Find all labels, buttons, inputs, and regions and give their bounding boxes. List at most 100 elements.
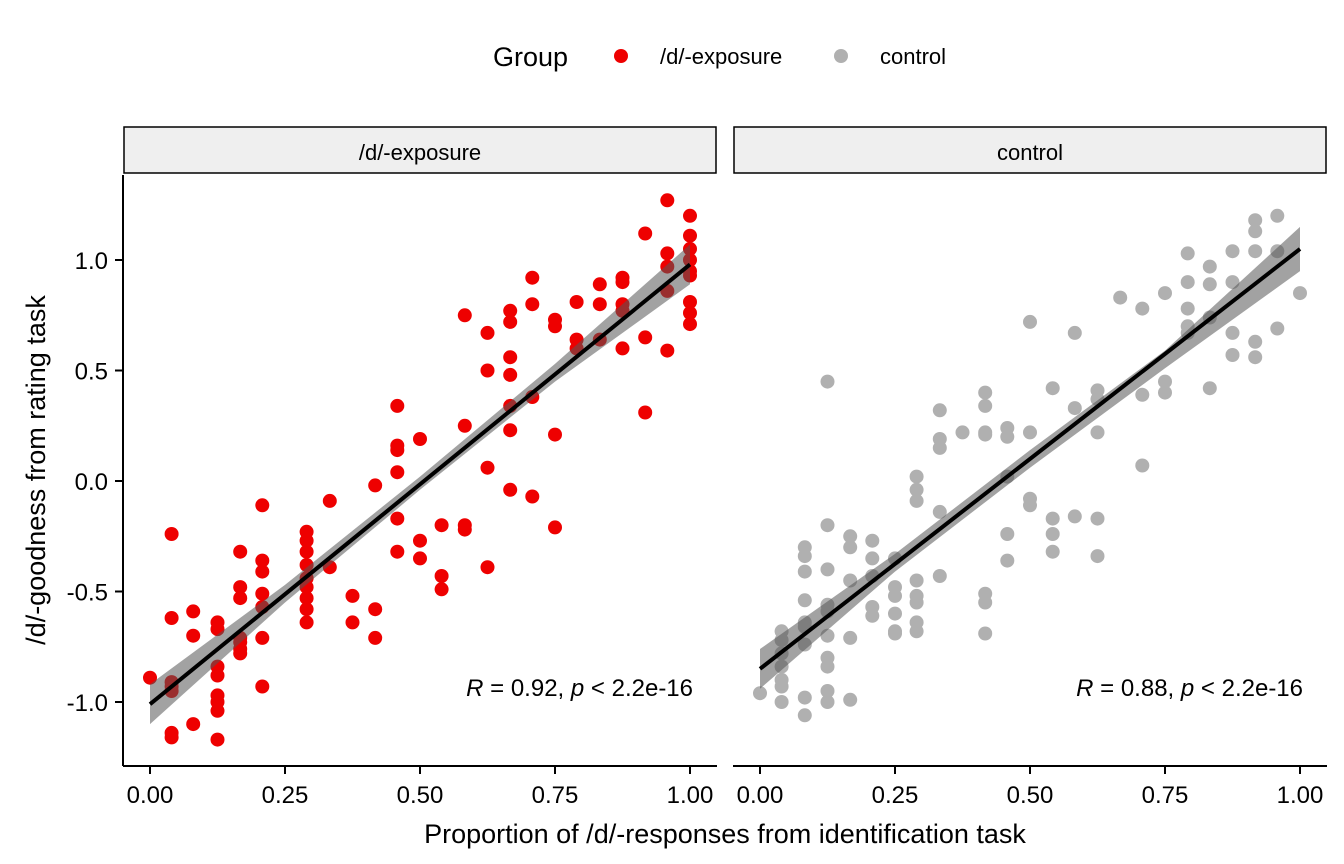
data-point — [164, 527, 179, 541]
data-point — [368, 630, 383, 645]
data-point — [1045, 381, 1060, 396]
x-axis-control: 0.00 0.25 0.50 0.75 1.00 — [733, 765, 1327, 809]
x-tick-label: 0.25 — [262, 782, 309, 809]
data-point — [843, 692, 858, 707]
data-point — [299, 602, 314, 617]
data-point — [683, 208, 697, 223]
data-point — [888, 588, 902, 603]
data-point — [865, 533, 880, 548]
data-point — [1293, 286, 1307, 301]
data-point — [797, 549, 812, 564]
legend-title: Group — [493, 42, 568, 72]
data-point — [1248, 213, 1263, 228]
data-point — [1135, 387, 1150, 402]
data-point — [1135, 458, 1150, 473]
data-point — [143, 670, 157, 685]
data-point — [932, 403, 947, 418]
data-point — [638, 330, 653, 345]
data-point — [683, 295, 697, 309]
data-point — [390, 544, 405, 559]
data-point — [1270, 208, 1285, 223]
data-point — [1023, 425, 1037, 440]
legend-marker-d-exposure — [614, 49, 628, 63]
data-point — [548, 319, 562, 334]
data-point — [1023, 498, 1037, 513]
data-point — [503, 482, 518, 497]
data-point — [660, 246, 675, 261]
data-point — [322, 493, 337, 508]
data-point — [457, 308, 472, 323]
data-point — [978, 398, 993, 413]
data-point — [865, 608, 880, 623]
data-point — [1248, 224, 1263, 239]
data-point — [1202, 259, 1217, 274]
data-point — [390, 465, 405, 480]
data-point — [1000, 527, 1015, 541]
facet-strip-label: /d/-exposure — [359, 140, 481, 165]
data-point — [1202, 381, 1217, 396]
data-point — [299, 591, 314, 606]
data-point — [1225, 325, 1240, 340]
data-point — [820, 374, 835, 389]
y-tick-label: 0.5 — [75, 359, 108, 386]
data-point — [1225, 348, 1240, 362]
data-point — [683, 317, 697, 332]
data-point — [615, 341, 630, 356]
data-point — [797, 690, 812, 705]
data-point — [186, 604, 201, 619]
data-point — [978, 626, 993, 641]
data-point — [909, 482, 924, 497]
data-point — [1180, 246, 1195, 261]
data-point — [592, 297, 607, 312]
x-axis-d-exposure: 0.00 0.25 0.50 0.75 1.00 — [123, 765, 717, 809]
facet-strip-d-exposure: /d/-exposure — [123, 126, 717, 174]
legend-label-control: control — [880, 44, 946, 69]
data-point — [820, 562, 835, 577]
data-point — [480, 363, 495, 378]
data-point — [843, 540, 858, 555]
data-point — [299, 544, 314, 559]
facet-strip-control: control — [733, 126, 1327, 174]
data-point — [1067, 401, 1082, 416]
data-point — [1158, 385, 1172, 400]
data-point — [548, 427, 562, 442]
data-point — [820, 659, 835, 674]
data-point — [1248, 334, 1263, 349]
data-point — [797, 593, 812, 608]
x-tick-label: 0.25 — [872, 782, 919, 809]
data-point — [434, 518, 449, 533]
data-point — [1067, 509, 1082, 524]
data-point — [820, 695, 835, 709]
data-point — [820, 518, 835, 533]
x-tick-label: 0.00 — [737, 782, 784, 809]
data-point — [503, 367, 518, 382]
data-point — [660, 193, 675, 208]
data-point — [480, 560, 495, 575]
x-tick-label: 0.50 — [397, 782, 444, 809]
data-point — [978, 427, 993, 442]
data-point — [503, 350, 518, 365]
data-point — [592, 277, 607, 292]
data-point — [255, 679, 270, 694]
data-point — [774, 695, 789, 709]
data-point — [233, 580, 248, 595]
data-point — [888, 626, 902, 641]
data-point — [1090, 511, 1105, 526]
data-point — [932, 504, 947, 519]
y-axis: -1.0 -0.5 0.0 0.5 1.0 — [67, 175, 124, 766]
data-point — [299, 533, 314, 548]
data-point — [1270, 321, 1285, 336]
data-point — [503, 303, 518, 318]
data-point — [525, 297, 540, 312]
data-point — [797, 564, 812, 579]
data-point — [865, 551, 880, 566]
data-point — [413, 533, 427, 548]
data-point — [753, 686, 767, 701]
regression-line — [758, 247, 1302, 671]
facet-strip-label: control — [997, 140, 1063, 165]
data-point — [1113, 290, 1128, 305]
data-point — [1067, 325, 1082, 340]
data-point — [548, 520, 562, 535]
data-point — [1000, 429, 1015, 444]
